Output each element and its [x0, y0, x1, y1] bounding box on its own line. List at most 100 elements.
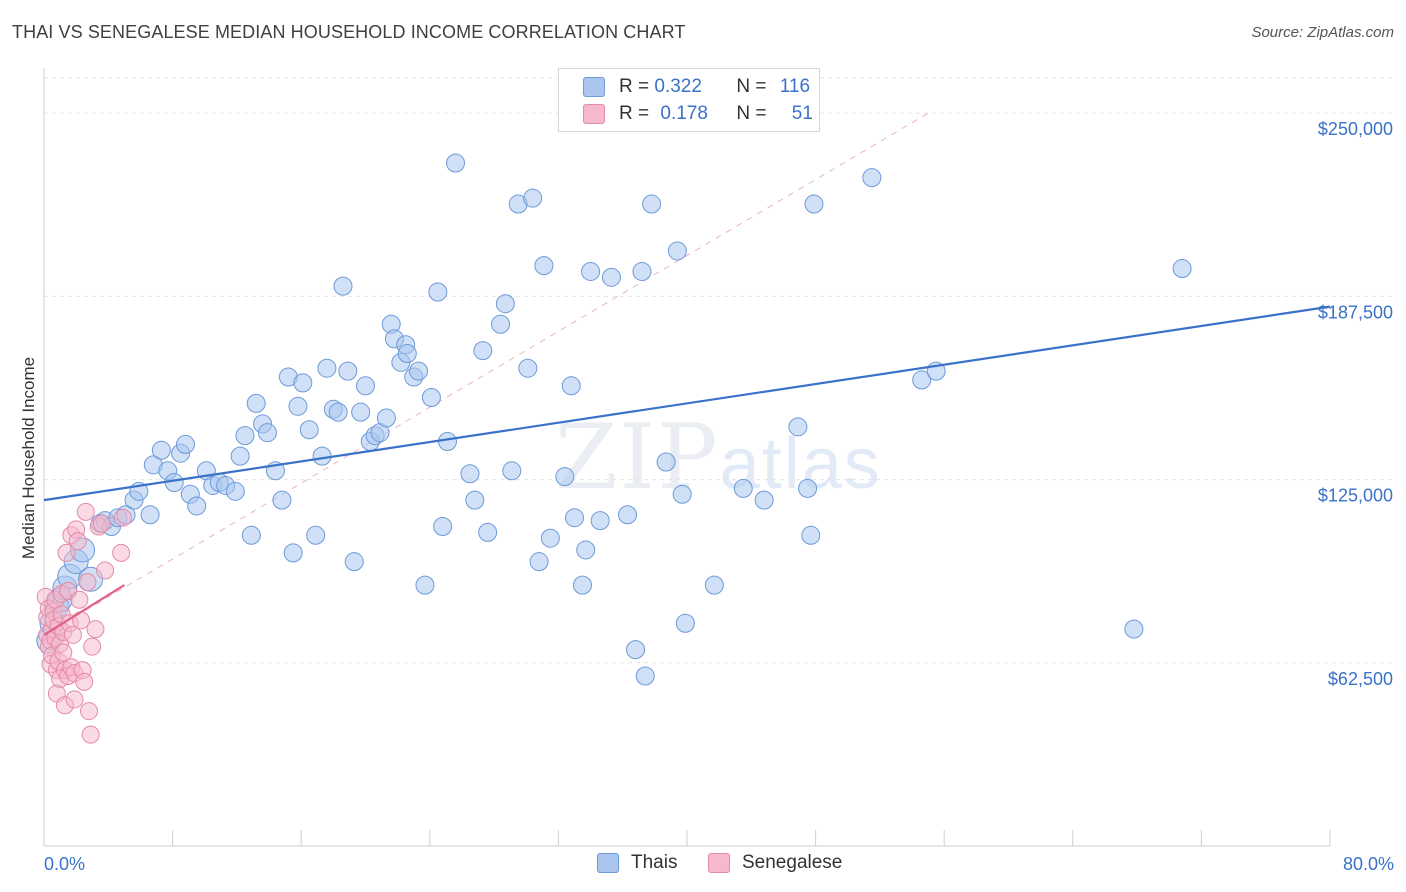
- x-tick-label-max: 80.0%: [1343, 854, 1394, 874]
- thais-trend-line: [43, 305, 1331, 502]
- thais-point: [446, 153, 466, 173]
- legend-swatch-senegalese: [583, 104, 605, 124]
- thais-point: [299, 420, 319, 440]
- thais-point: [642, 194, 662, 214]
- thais-point: [478, 522, 498, 542]
- senegalese-point: [113, 508, 132, 527]
- thais-point: [540, 528, 560, 548]
- senegalese-point: [70, 590, 89, 609]
- thais-point: [140, 505, 160, 525]
- thais-point: [465, 490, 485, 510]
- thais-point: [798, 478, 818, 498]
- thais-point: [632, 261, 652, 281]
- thais-point: [704, 575, 724, 595]
- senegalese-trend-line: [43, 584, 125, 636]
- thais-point: [312, 446, 332, 466]
- thais-point: [460, 464, 480, 484]
- bottom-legend-thais: Thais: [597, 852, 677, 874]
- thais-point: [635, 666, 655, 686]
- axes: [43, 68, 1331, 847]
- reference-line: [43, 112, 929, 636]
- thais-point: [1172, 259, 1192, 279]
- thais-point: [288, 396, 308, 416]
- legend-r-label: R =: [619, 103, 655, 124]
- thais-point: [573, 575, 593, 595]
- thais-point: [754, 490, 774, 510]
- bottom-swatch-thais: [597, 853, 619, 873]
- y-tick-label: $250,000: [1318, 119, 1393, 139]
- thais-point: [733, 478, 753, 498]
- senegalese-point: [86, 620, 105, 639]
- thais-point: [561, 376, 581, 396]
- thais-point: [912, 370, 932, 390]
- thais-point: [590, 511, 610, 531]
- legend: R = 0.322 N = 116 R = 0.178 N = 51: [558, 68, 820, 132]
- thais-point: [306, 525, 326, 545]
- senegalese-point: [92, 514, 111, 533]
- thais-point: [529, 552, 549, 572]
- y-tick-label: $125,000: [1318, 486, 1393, 506]
- thais-point: [437, 431, 457, 451]
- thais-point: [1124, 619, 1144, 639]
- thais-point: [491, 314, 511, 334]
- legend-n-value: 51: [791, 103, 813, 124]
- bottom-legend-thais-label: Thais: [631, 852, 678, 873]
- thais-point: [415, 575, 435, 595]
- thais-point: [338, 361, 358, 381]
- thais-point: [293, 373, 313, 393]
- thais-point: [675, 613, 695, 633]
- legend-n-label: N =: [736, 76, 772, 97]
- legend-swatch-thais: [583, 77, 605, 97]
- reference-dashed-line: [43, 112, 929, 636]
- thais-point: [518, 358, 538, 378]
- thais-point: [409, 361, 429, 381]
- thais-point: [333, 276, 353, 296]
- senegalese-points: [36, 502, 132, 744]
- legend-row-senegalese: R = 0.178 N = 51: [583, 101, 813, 127]
- thais-point: [317, 358, 337, 378]
- thais-point: [656, 452, 676, 472]
- thais-point: [523, 188, 543, 208]
- senegalese-point: [81, 725, 100, 744]
- thais-point: [862, 168, 882, 188]
- thais-point: [626, 640, 646, 660]
- source-label: Source: ZipAtlas.com: [1251, 24, 1394, 41]
- thais-point: [564, 508, 584, 528]
- grid-lines: [44, 77, 1394, 664]
- thais-point: [235, 426, 255, 446]
- senegalese-point: [68, 532, 87, 551]
- thais-point: [344, 552, 364, 572]
- thais-point: [257, 423, 277, 443]
- thais-point: [187, 496, 207, 516]
- thais-point: [225, 481, 245, 501]
- senegalese-point: [54, 643, 73, 662]
- thais-point: [801, 525, 821, 545]
- thais-point: [576, 540, 596, 560]
- bottom-swatch-senegalese: [708, 853, 730, 873]
- senegalese-point: [80, 702, 99, 721]
- thais-point: [397, 344, 417, 364]
- senegalese-point: [78, 573, 97, 592]
- legend-n-label: N =: [736, 103, 772, 124]
- thais-point: [246, 393, 266, 413]
- thais-point: [473, 341, 493, 361]
- thais-point: [534, 256, 554, 276]
- thais-points: [36, 153, 1192, 686]
- thais-point: [351, 402, 371, 422]
- thais-point: [356, 376, 375, 396]
- thais-point: [283, 543, 303, 563]
- thais-point: [428, 282, 448, 302]
- senegalese-point: [112, 543, 131, 562]
- thais-point: [581, 261, 601, 281]
- thais-point: [241, 525, 261, 545]
- bottom-legend-senegalese: Senegalese: [708, 852, 842, 874]
- thais-point: [495, 294, 515, 314]
- y-axis-label: Median Household Income: [19, 357, 38, 559]
- legend-n-value: 116: [779, 76, 811, 97]
- thais-point: [555, 467, 575, 487]
- tick-labels: $62,500 $125,000 $187,500 $250,000 0.0% 80.0%: [44, 119, 1394, 874]
- bottom-legend-senegalese-label: Senegalese: [742, 852, 843, 873]
- thais-point: [175, 434, 195, 454]
- senegalese-point: [57, 543, 76, 562]
